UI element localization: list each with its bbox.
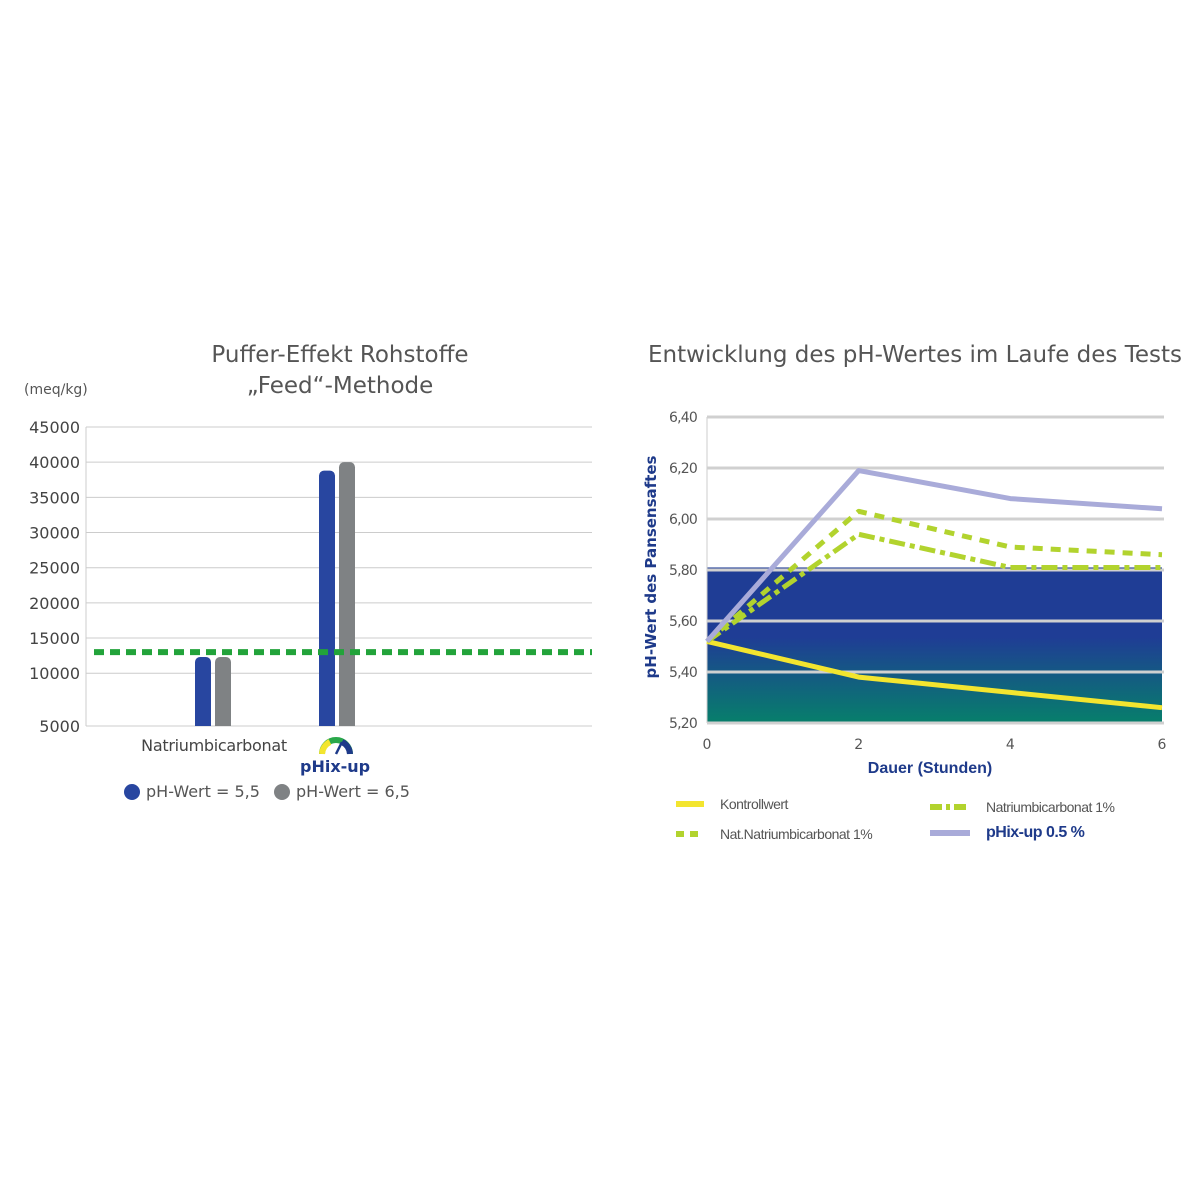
series-line-kontrollwert	[706, 638, 1163, 711]
left-y-tick-label: 5000	[39, 717, 80, 736]
legend-label-phix-up: pHix-up 0.5 %	[986, 824, 1085, 841]
legend-label-ph65: pH-Wert = 6,5	[296, 782, 410, 801]
ph-band-rect	[707, 567, 1162, 723]
right-line-chart: 6,40 6,20 6,00 5,80 5,60 5,40 5,20 0 2 4 6	[669, 410, 1167, 753]
left-bars	[195, 462, 355, 726]
right-x-tick-label: 6	[1158, 737, 1167, 753]
left-y-tick-label: 40000	[29, 453, 80, 472]
right-x-axis-title: Dauer (Stunden)	[867, 760, 993, 777]
series-line-nat-natriumbicarbonat-1-	[705, 508, 1163, 644]
left-chart-title: Puffer-Effekt Rohstoffe „Feed“-Methode	[110, 340, 570, 402]
category-label-natriumbicarbonat: Natriumbicarbonat	[141, 736, 287, 755]
legend-swatch-solid-lavender	[930, 830, 970, 836]
right-x-tick-label: 2	[854, 737, 863, 753]
left-y-tick-label: 35000	[29, 488, 80, 507]
right-y-tick-labels: 6,40 6,20 6,00 5,80 5,60 5,40 5,20	[669, 410, 698, 732]
legend-swatch-solid-yellow	[676, 801, 704, 807]
bar-base-ph55	[319, 720, 335, 726]
bar-ph55	[195, 657, 211, 726]
right-y-tick-label: 5,20	[669, 716, 697, 732]
right-legend-natriumbicarbonat: Natriumbicarbonat 1%	[930, 799, 1115, 815]
right-chart-title: Entwicklung des pH-Wertes im Laufe des T…	[648, 342, 1182, 368]
bar-ph55	[319, 470, 335, 726]
left-y-tick-label: 10000	[29, 664, 80, 683]
right-y-tick-label: 5,80	[669, 563, 697, 579]
series-line-phix-up-0-5-	[705, 468, 1163, 644]
right-x-tick-label: 4	[1006, 737, 1015, 753]
legend-label-ph55: pH-Wert = 5,5	[146, 782, 260, 801]
left-y-tick-labels: 45000 40000 35000 30000 25000 20000 15000 10000…	[29, 418, 80, 736]
right-y-axis-title: pH-Wert des Pansensaftes	[642, 455, 660, 679]
legend-label-kontrollwert: Kontrollwert	[720, 796, 788, 812]
left-chart-title-line1: Puffer-Effekt Rohstoffe	[211, 342, 469, 368]
right-y-tick-label: 5,40	[669, 665, 697, 681]
bar-base-ph55	[195, 720, 211, 726]
right-x-tick-label: 0	[703, 737, 712, 753]
right-y-tick-label: 6,40	[669, 410, 697, 426]
logo-text: pHix-up	[300, 757, 370, 776]
phix-up-logo: pHix-up	[296, 730, 376, 776]
legend-swatch-dashed-green	[676, 831, 704, 837]
bar-ph65	[339, 462, 355, 726]
right-y-tick-label: 6,20	[669, 461, 697, 477]
left-bar-chart: 45000 40000 35000 30000 25000 20000 15000 10000…	[29, 418, 592, 736]
legend-dot-gray	[274, 783, 290, 800]
left-y-tick-label: 45000	[29, 418, 80, 437]
left-y-unit: (meq/kg)	[24, 382, 88, 398]
left-legend-item-2: pH-Wert = 6,5	[274, 782, 410, 801]
series-line-natriumbicarbonat-1-	[705, 531, 1162, 644]
right-legend-kontrollwert: Kontrollwert	[676, 796, 788, 812]
right-series-lines	[705, 468, 1163, 711]
left-y-tick-label: 30000	[29, 524, 80, 543]
right-x-tick-labels: 0 2 4 6	[703, 737, 1167, 753]
legend-swatch-dashdot-green	[930, 804, 970, 810]
right-legend-nat-natriumbicarbonat: Nat.Natriumbicarbonat 1%	[676, 826, 873, 842]
right-gridlines	[706, 415, 1164, 725]
right-legend-phix-up: pHix-up 0.5 %	[930, 824, 1085, 842]
left-y-tick-label: 20000	[29, 594, 80, 613]
bar-base-ph65	[215, 720, 231, 726]
left-y-tick-label: 15000	[29, 629, 80, 648]
logo-gauge-icon: pHix-up	[300, 737, 370, 776]
bar-base-ph65	[339, 720, 355, 726]
legend-label-nat-natriumbicarbonat: Nat.Natriumbicarbonat 1%	[720, 826, 873, 842]
right-y-tick-label: 6,00	[669, 512, 697, 528]
legend-dot-blue	[124, 783, 140, 800]
ph-band	[707, 567, 1162, 723]
left-chart-subtitle: „Feed“-Methode	[246, 373, 434, 399]
legend-label-natriumbicarbonat: Natriumbicarbonat 1%	[986, 799, 1115, 815]
bar-ph65	[215, 657, 231, 726]
left-legend-item-1: pH-Wert = 5,5	[124, 782, 260, 801]
left-y-tick-label: 25000	[29, 559, 80, 578]
right-y-tick-label: 5,60	[669, 614, 697, 630]
